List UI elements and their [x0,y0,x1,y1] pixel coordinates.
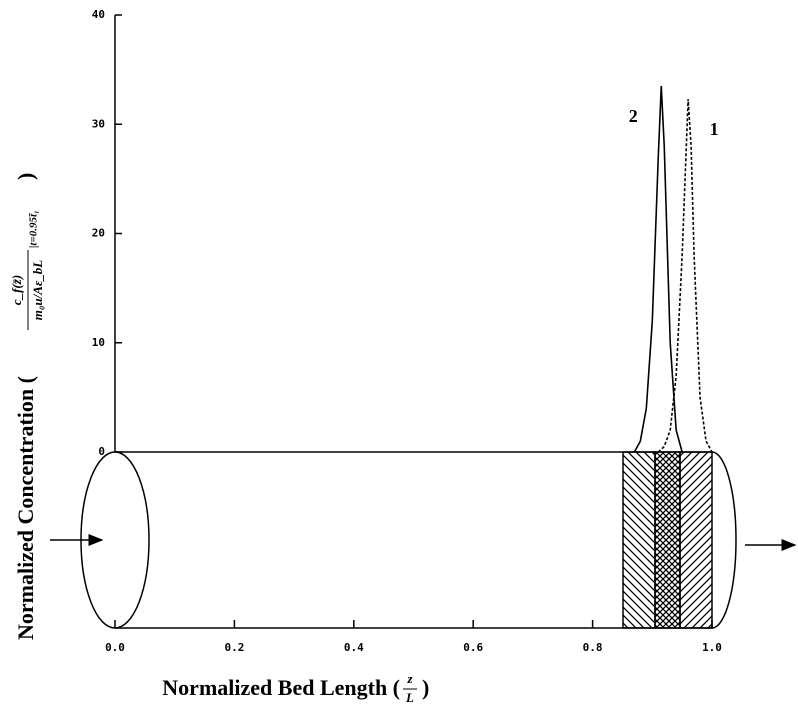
y-tick-label: 40 [92,8,105,21]
x-tick-label: 1.0 [702,641,722,654]
y-label-condition: |t=0.95t̄₁ [28,210,40,248]
x-label-close: ) [422,675,429,700]
x-label-denominator: L [405,690,414,705]
y-label-numerator: c_f(z̄) [9,275,24,305]
x-label-numerator: z [406,671,413,686]
x-tick-label: 0.0 [105,641,125,654]
x-label: Normalized Bed Length ( [162,675,400,700]
y-tick-label: 20 [92,227,105,240]
y-tick-label: 10 [92,336,105,349]
x-tick-label: 0.4 [344,641,364,654]
x-tick-label: 0.2 [224,641,244,654]
series-line [657,99,713,453]
x-tick-label: 0.6 [463,641,483,654]
x-tick-label: 0.8 [583,641,603,654]
y-label-denominator: m₀u/Aε_bL [30,260,45,320]
y-tick-label: 0 [98,445,105,458]
series-label: 1 [710,119,719,139]
series-label: 2 [629,106,638,126]
y-label-close: ) [13,173,38,180]
bed-cylinder [50,451,797,629]
y-label-group: Normalized Concentration ( c_f(z̄) m₀u/A… [9,173,45,640]
series-line [633,85,683,453]
y-tick-label: 30 [92,117,105,130]
y-label: Normalized Concentration ( [13,376,38,640]
